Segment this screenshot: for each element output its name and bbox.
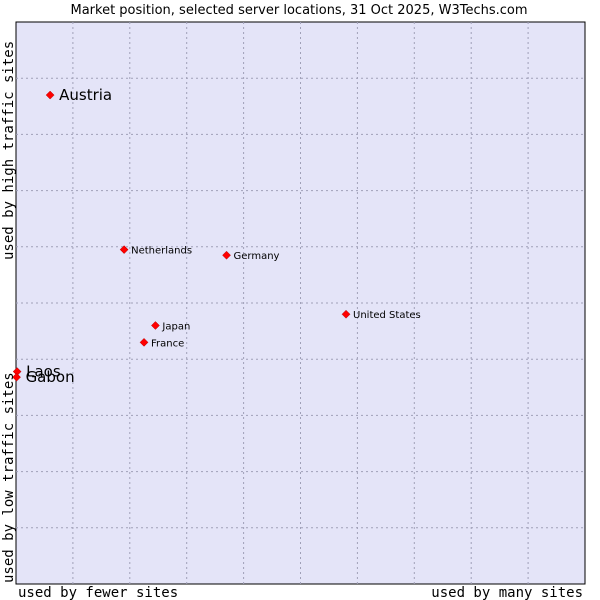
x-axis-label-left: used by fewer sites bbox=[18, 585, 178, 600]
data-points: Austria Netherlands Germany United States Ja… bbox=[12, 86, 421, 386]
data-point-france bbox=[139, 337, 149, 347]
y-axis-label-top: used by high traffic sites bbox=[1, 41, 17, 260]
x-axis-label-right: used by many sites bbox=[431, 585, 583, 600]
data-label-laos: Laos bbox=[26, 363, 61, 381]
data-label-united-states: United States bbox=[353, 310, 421, 321]
data-label-france: France bbox=[151, 338, 184, 349]
chart-title: Market position, selected server locatio… bbox=[70, 3, 527, 18]
data-point-gabon bbox=[12, 372, 21, 382]
data-point-austria bbox=[45, 90, 55, 100]
data-point-japan bbox=[151, 321, 160, 330]
data-point-germany bbox=[222, 250, 231, 260]
grid-lines bbox=[16, 22, 585, 584]
data-label-austria: Austria bbox=[59, 86, 112, 104]
data-label-germany: Germany bbox=[234, 251, 280, 262]
data-label-gabon: Gabon bbox=[26, 368, 75, 386]
data-label-japan: Japan bbox=[161, 321, 190, 332]
data-label-netherlands: Netherlands bbox=[131, 246, 192, 257]
y-axis-label-bottom: used by low traffic sites bbox=[1, 372, 17, 583]
data-point-netherlands bbox=[119, 245, 129, 254]
data-point-united-states bbox=[341, 309, 351, 319]
